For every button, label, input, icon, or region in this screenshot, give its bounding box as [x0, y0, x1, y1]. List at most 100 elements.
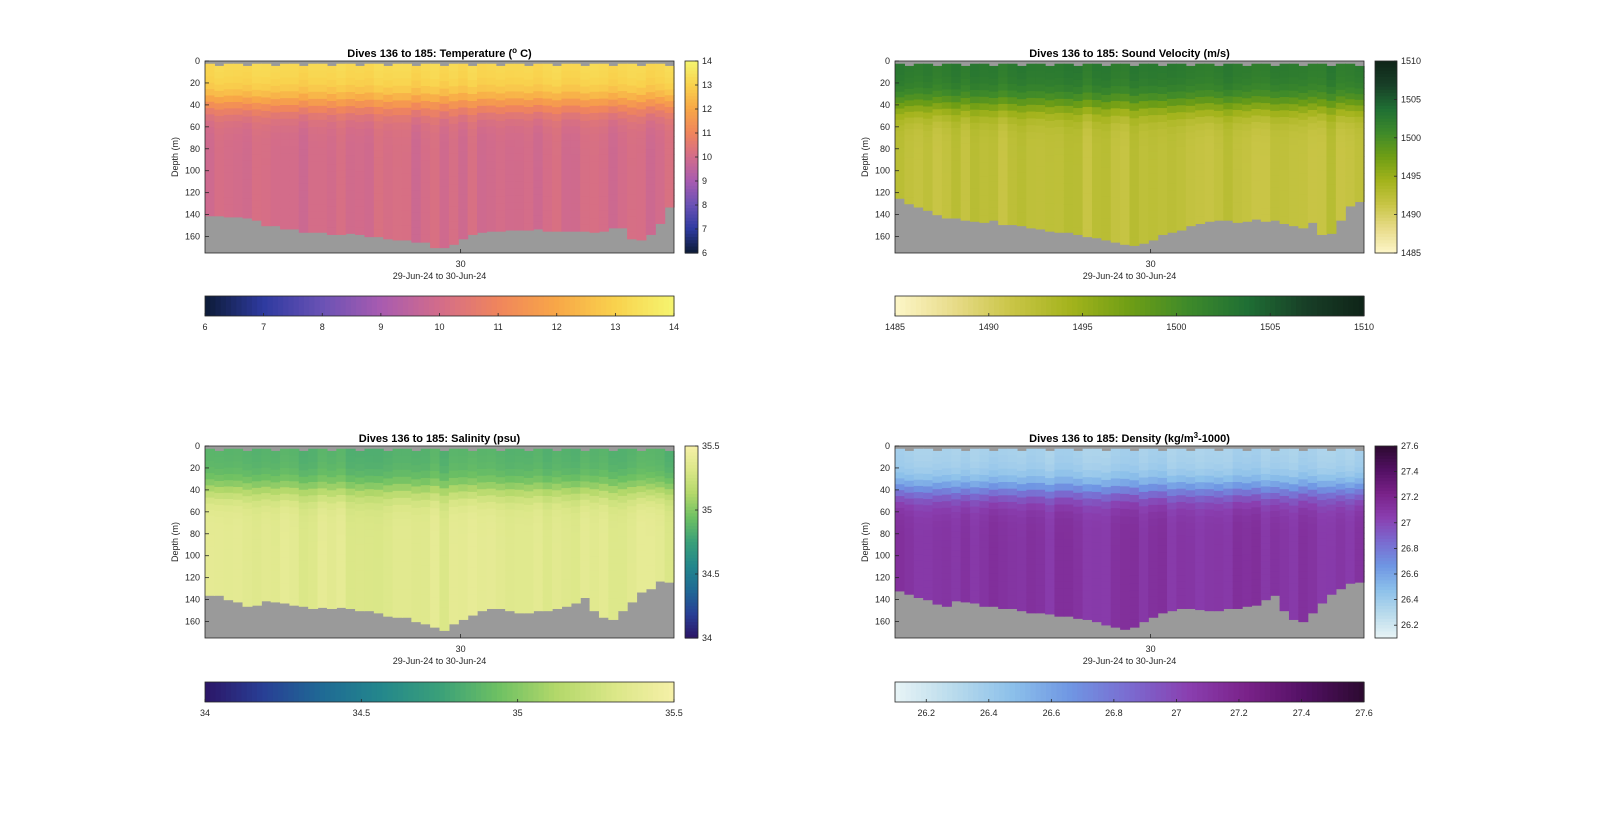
profile-cell — [448, 176, 459, 185]
profile-cell — [542, 516, 553, 524]
profile-cell — [570, 493, 581, 501]
profile-cell — [1045, 155, 1056, 163]
profile-cell — [1007, 63, 1018, 72]
profile-cell — [960, 501, 971, 509]
profile-cell — [1007, 475, 1018, 483]
profile-cell — [223, 473, 234, 481]
profile-cell — [1129, 118, 1140, 127]
profile-cell — [664, 177, 675, 185]
profile-cell — [1110, 493, 1121, 502]
colorbar-segment — [236, 682, 243, 702]
profile-cell — [298, 483, 309, 491]
profile-cell — [533, 475, 544, 484]
colorbar-segment — [1375, 237, 1397, 241]
profile-cell — [1288, 185, 1299, 193]
profile-cell — [205, 485, 215, 493]
profile-cell — [617, 543, 628, 551]
profile-cell — [645, 141, 656, 150]
colorbar-segment — [533, 296, 540, 316]
profile-cell — [608, 457, 619, 466]
profile-cell — [401, 490, 412, 499]
colorbar-segment — [376, 682, 383, 702]
profile-cell — [336, 528, 347, 536]
profile-cell — [242, 72, 253, 80]
dive-profile-column — [477, 448, 487, 612]
profile-cell — [486, 126, 497, 135]
profile-cell — [242, 463, 253, 471]
profile-cell — [598, 596, 609, 604]
profile-cell — [570, 203, 581, 211]
profile-cell — [1101, 87, 1112, 96]
profile-cell — [233, 133, 244, 141]
profile-cell — [280, 493, 291, 501]
colorbar-segment — [507, 682, 514, 702]
profile-cell — [988, 528, 999, 536]
profile-cell — [1232, 189, 1243, 197]
colorbar-segment — [685, 532, 698, 537]
profile-cell — [1101, 225, 1112, 234]
profile-cell — [932, 90, 943, 98]
profile-cell — [998, 204, 1009, 212]
profile-cell — [533, 208, 544, 216]
profile-cell — [988, 143, 999, 151]
profile-cell — [439, 450, 450, 460]
profile-cell — [1045, 210, 1056, 218]
profile-cell — [1091, 592, 1102, 601]
profile-cell — [570, 512, 581, 520]
profile-cell — [932, 559, 943, 567]
profile-cell — [1195, 170, 1206, 178]
profile-cell — [336, 468, 347, 476]
colorbar-segment — [910, 296, 917, 316]
profile-cell — [401, 173, 412, 182]
profile-cell — [1138, 86, 1149, 95]
dive-profile-column — [505, 448, 516, 612]
profile-cell — [289, 208, 300, 216]
profile-cell — [233, 153, 244, 160]
dive-profile-column — [270, 65, 281, 227]
profile-cell — [233, 563, 244, 571]
profile-cell — [1007, 595, 1018, 603]
profile-cell — [1251, 180, 1262, 188]
profile-cell — [1026, 476, 1037, 484]
colorbar-segment — [1192, 296, 1198, 316]
profile-cell — [364, 462, 375, 470]
profile-cell — [895, 91, 905, 98]
colorbar-segment — [350, 296, 357, 316]
profile-cell — [336, 574, 347, 582]
colorbar-segment — [1301, 296, 1308, 316]
profile-cell — [608, 187, 619, 195]
profile-cell — [458, 455, 469, 464]
profile-cell — [251, 141, 262, 150]
dive-profile-column — [1045, 65, 1056, 232]
profile-cell — [270, 139, 281, 147]
colorbar-segment — [330, 682, 336, 702]
profile-cell — [1148, 151, 1159, 160]
profile-cell — [373, 489, 384, 498]
profile-cell — [1073, 520, 1084, 529]
profile-cell — [392, 195, 403, 204]
profile-cell — [401, 525, 412, 534]
colorbar-segment — [685, 516, 698, 521]
profile-cell — [1157, 171, 1168, 179]
profile-cell — [998, 150, 1009, 159]
profile-cell — [373, 207, 384, 216]
profile-cell — [242, 103, 253, 111]
profile-cell — [1242, 72, 1253, 80]
profile-cell — [308, 169, 319, 177]
profile-cell — [570, 545, 581, 553]
profile-cell — [448, 138, 459, 148]
profile-cell — [430, 170, 441, 180]
profile-cell — [542, 590, 553, 598]
profile-cell — [1073, 213, 1084, 221]
profile-cell — [913, 535, 924, 543]
profile-cell — [280, 468, 291, 476]
profile-cell — [533, 77, 544, 85]
profile-cell — [552, 224, 563, 232]
profile-cell — [336, 113, 347, 122]
profile-cell — [383, 217, 394, 225]
profile-cell — [411, 124, 422, 133]
profile-cell — [1185, 198, 1196, 207]
profile-cell — [1223, 63, 1234, 71]
profile-cell — [664, 467, 675, 474]
profile-cell — [655, 110, 666, 118]
